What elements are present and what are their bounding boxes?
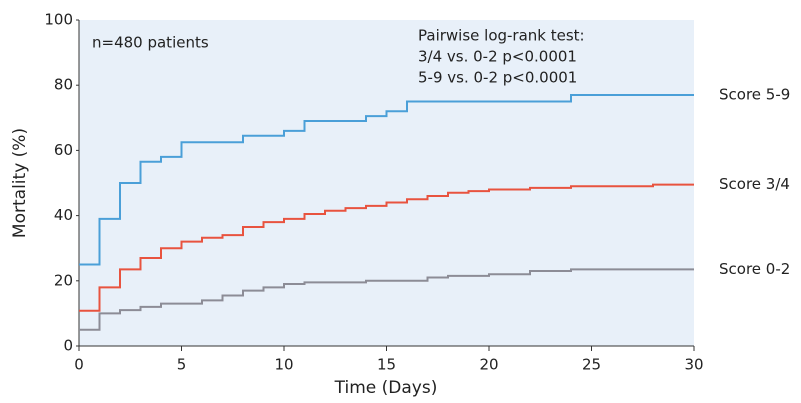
y-axis-title: Mortality (%) (10, 128, 30, 238)
series-label: Score 3/4 (719, 175, 790, 193)
annotation: Pairwise log-rank test: (418, 27, 585, 45)
step-line (79, 268, 694, 331)
annotation: n=480 patients (92, 34, 209, 52)
plot-area (79, 20, 694, 346)
y-tick-label: 80 (54, 76, 73, 94)
x-tick-label: 5 (177, 356, 187, 374)
annotation: 5-9 vs. 0-2 p<0.0001 (418, 69, 577, 87)
series-label: Score 0-2 (719, 260, 790, 278)
x-tick-label: 0 (74, 356, 84, 374)
x-axis-title: Time (Days) (334, 378, 438, 398)
x-tick-label: 30 (684, 356, 703, 374)
annotation: 3/4 vs. 0-2 p<0.0001 (418, 48, 577, 66)
y-tick-label: 20 (54, 271, 73, 289)
y-tick-label: 100 (44, 11, 73, 29)
x-tick-label: 20 (479, 356, 498, 374)
step-line (79, 183, 694, 312)
y-tick-label: 60 (54, 141, 73, 159)
step-line (79, 93, 694, 266)
series-label: Score 5-9 (719, 85, 790, 103)
x-tick-label: 15 (377, 356, 396, 374)
x-tick-label: 25 (582, 356, 601, 374)
y-tick-label: 0 (63, 337, 73, 355)
x-tick-label: 10 (274, 356, 293, 374)
y-tick-label: 40 (54, 206, 73, 224)
